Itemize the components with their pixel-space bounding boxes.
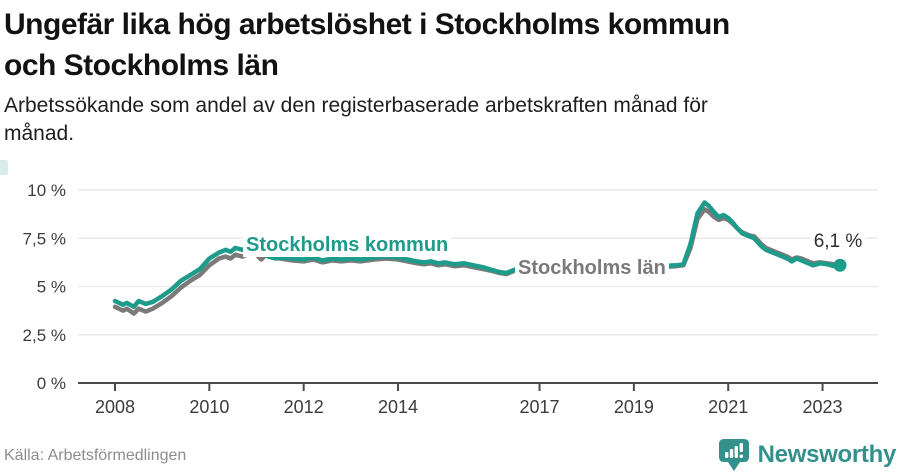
source-note: Källa: Arbetsförmedlingen [4, 447, 187, 464]
chart-svg: 10 % 7,5 % 5 % 2,5 % 0 % 2008 2010 2012 2014 2017… [23, 181, 878, 417]
corner-accent [0, 160, 8, 175]
y-tick-label: 2,5 % [23, 326, 66, 345]
title-line-1: Ungefär lika hög arbetslöshet i Stockhol… [4, 8, 730, 41]
subtitle-line-2: månad. [4, 122, 75, 145]
series-end-dot [833, 258, 847, 272]
brand-logo[interactable]: Newsworthy [718, 438, 896, 472]
series-line-stockholms-kommun [112, 200, 843, 310]
y-tick-label: 5 % [37, 278, 66, 297]
x-tick-label: 2019 [614, 397, 654, 417]
x-tick-label: 2021 [708, 397, 748, 417]
y-tick-label: 0 % [37, 374, 66, 393]
chart-subtitle: Arbetssökande som andel av den registerb… [4, 92, 874, 148]
y-tick-label: 7,5 % [23, 229, 66, 248]
newsworthy-icon [718, 439, 749, 471]
subtitle-line-1: Arbetssökande som andel av den registerb… [4, 94, 708, 117]
x-tick-label: 2023 [803, 397, 843, 417]
x-tick-label: 2014 [378, 397, 418, 417]
page-title: Ungefär lika hög arbetslöshet i Stockhol… [4, 4, 896, 86]
series-line-stockholms-l-n [112, 207, 843, 316]
x-tick-label: 2017 [520, 397, 560, 417]
x-tick-label: 2010 [189, 397, 229, 417]
title-line-2: och Stockholms län [4, 49, 279, 82]
series-label-stockholms-lan: Stockholms län [515, 256, 669, 280]
x-tick-label: 2012 [284, 397, 324, 417]
x-tick-label: 2008 [95, 397, 135, 417]
series-label-stockholms-kommun: Stockholms kommun [243, 233, 452, 257]
end-value-label: 6,1 % [810, 230, 866, 254]
brand-name: Newsworthy [757, 441, 897, 468]
y-tick-label: 10 % [27, 181, 66, 200]
chart-area: 10 % 7,5 % 5 % 2,5 % 0 % 2008 2010 2012 2014 2017… [0, 164, 900, 434]
